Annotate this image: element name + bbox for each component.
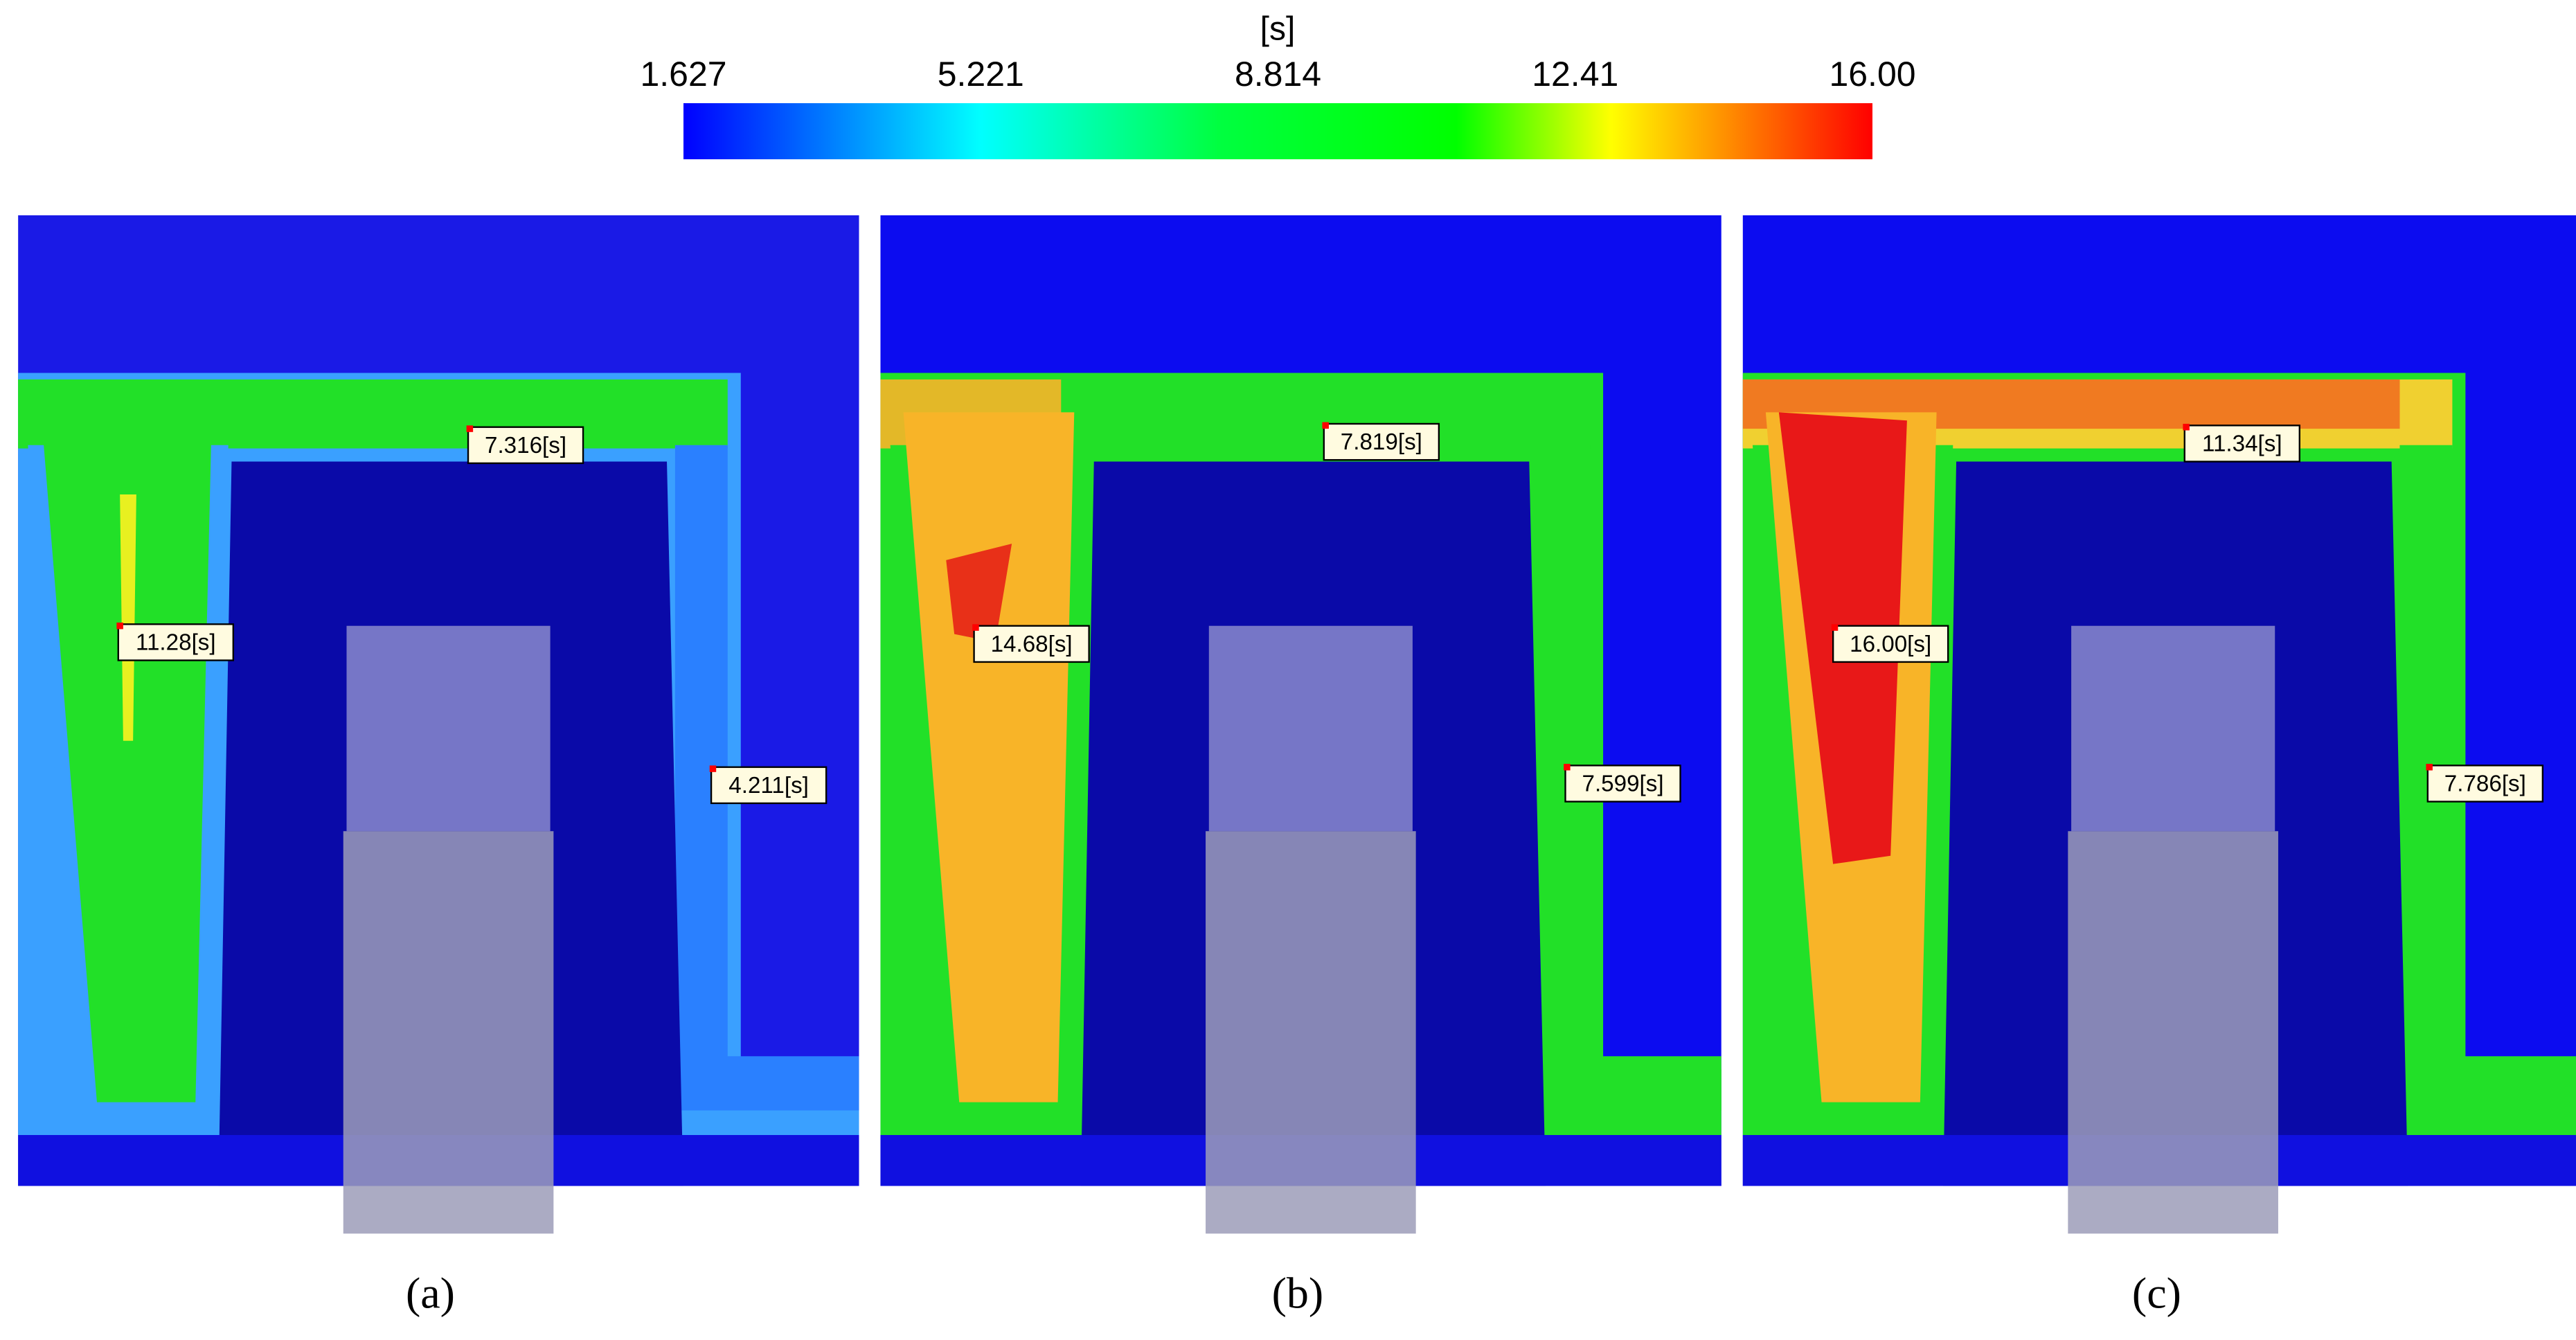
probe-box (117, 623, 235, 661)
panel-caption: (a) (406, 1269, 455, 1318)
probe-box (973, 625, 1090, 663)
probe-label: 11.34[s] (2202, 431, 2282, 457)
right-arm (674, 445, 859, 1111)
probe-label: 11.28[s] (136, 630, 216, 656)
probe-marker (1322, 422, 1329, 429)
probe-label: 4.211[s] (728, 773, 809, 798)
probe-marker (116, 622, 123, 629)
contour-panel: 7.316[s] 11.28[s] 4.211[s] (18, 215, 859, 1234)
hot-spot (946, 544, 1012, 643)
probe-marker (2426, 763, 2433, 771)
colorbar-unit: [s] (1260, 11, 1296, 48)
probe-marker (1831, 624, 1839, 631)
probe-box (467, 426, 584, 465)
colorbar (683, 103, 1872, 159)
probe-label: 7.819[s] (1341, 429, 1422, 455)
cylinder-body (343, 831, 554, 1234)
probe-marker (466, 425, 474, 432)
probe-label: 7.599[s] (1582, 771, 1663, 797)
probe-label: 7.786[s] (2444, 771, 2526, 797)
colorbar-tick-label: 16.00 (1829, 55, 1915, 93)
left-leg-core (41, 412, 212, 1102)
hot-spot (120, 494, 136, 741)
panel-caption: (b) (1272, 1269, 1324, 1318)
colorbar-tick-label: 12.41 (1532, 55, 1618, 93)
probe-label: 16.00[s] (1850, 632, 1931, 657)
cylinder-body (2068, 831, 2278, 1234)
left-leg-core (903, 412, 1075, 1102)
cylinder-top (1208, 625, 1413, 832)
probe-marker (972, 624, 979, 631)
probe-box (710, 766, 828, 805)
colorbar-tick-label: 8.814 (1235, 55, 1321, 93)
right-arm (1537, 445, 1721, 1111)
probe-label: 14.68[s] (991, 632, 1073, 657)
panel-caption: (c) (2132, 1269, 2181, 1318)
probe-marker (709, 765, 717, 772)
probe-box (1323, 422, 1440, 461)
probe-label: 7.316[s] (485, 433, 566, 458)
probe-marker (1564, 763, 1571, 771)
cylinder-top (2071, 625, 2275, 832)
probe-box (1564, 765, 1681, 803)
colorbar-tick-label: 1.627 (640, 55, 726, 93)
cylinder-top (346, 625, 551, 832)
right-arm (2399, 445, 2576, 1111)
colorbar-tick-label: 5.221 (938, 55, 1024, 93)
contour-panel: 11.34[s] 16.00[s] 7.786[s] (1742, 215, 2576, 1234)
probe-box (1832, 625, 1949, 663)
probe-box (2426, 765, 2544, 803)
probe-marker (2183, 423, 2190, 431)
cylinder-body (1206, 831, 1416, 1234)
probe-box (2183, 425, 2300, 463)
contour-panel: 7.819[s] 14.68[s] 7.599[s] (880, 215, 1721, 1234)
